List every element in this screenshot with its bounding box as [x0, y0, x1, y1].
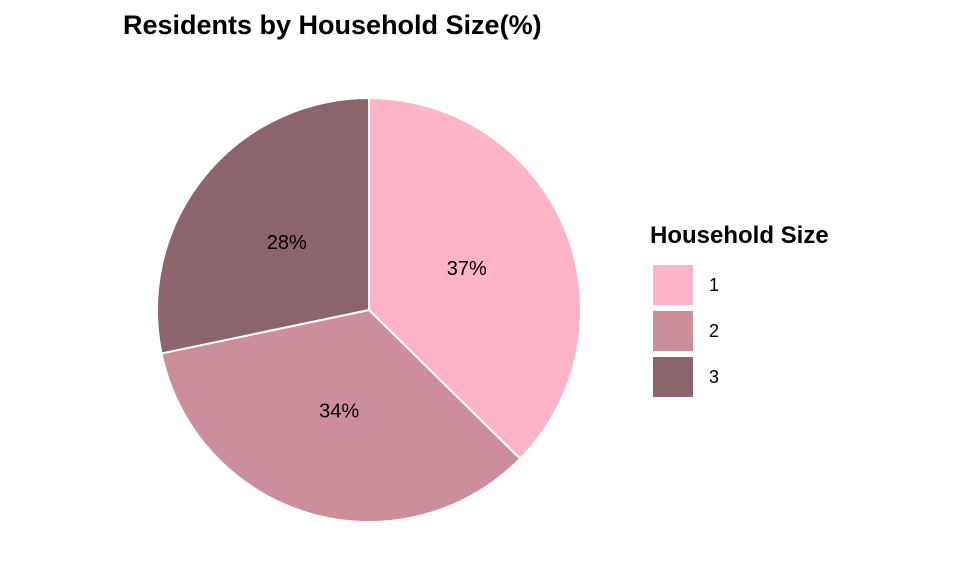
- legend-item-1: 1: [650, 262, 829, 308]
- legend: Household Size 1 2 3: [650, 222, 829, 400]
- slice-label-3: 28%: [267, 232, 307, 254]
- slice-label-1: 37%: [447, 258, 487, 280]
- pie-slices: [156, 96, 582, 523]
- legend-swatch-3: [653, 357, 693, 397]
- legend-swatch-1: [653, 265, 693, 305]
- pie-slice-2: [160, 308, 522, 523]
- legend-label-2: 2: [709, 320, 720, 341]
- pie-slice-1: [368, 96, 582, 461]
- legend-item-2: 2: [650, 308, 829, 354]
- legend-label-1: 1: [709, 274, 720, 295]
- legend-item-3: 3: [650, 354, 829, 400]
- pie-slice-3: [156, 96, 370, 355]
- legend-swatch-2: [653, 311, 693, 351]
- slice-label-2: 34%: [319, 401, 359, 423]
- legend-title: Household Size: [650, 222, 829, 249]
- pie-slice-labels: 37% 34% 28%: [267, 232, 487, 423]
- chart-title: Residents by Household Size(%): [123, 10, 542, 40]
- legend-label-3: 3: [709, 366, 720, 387]
